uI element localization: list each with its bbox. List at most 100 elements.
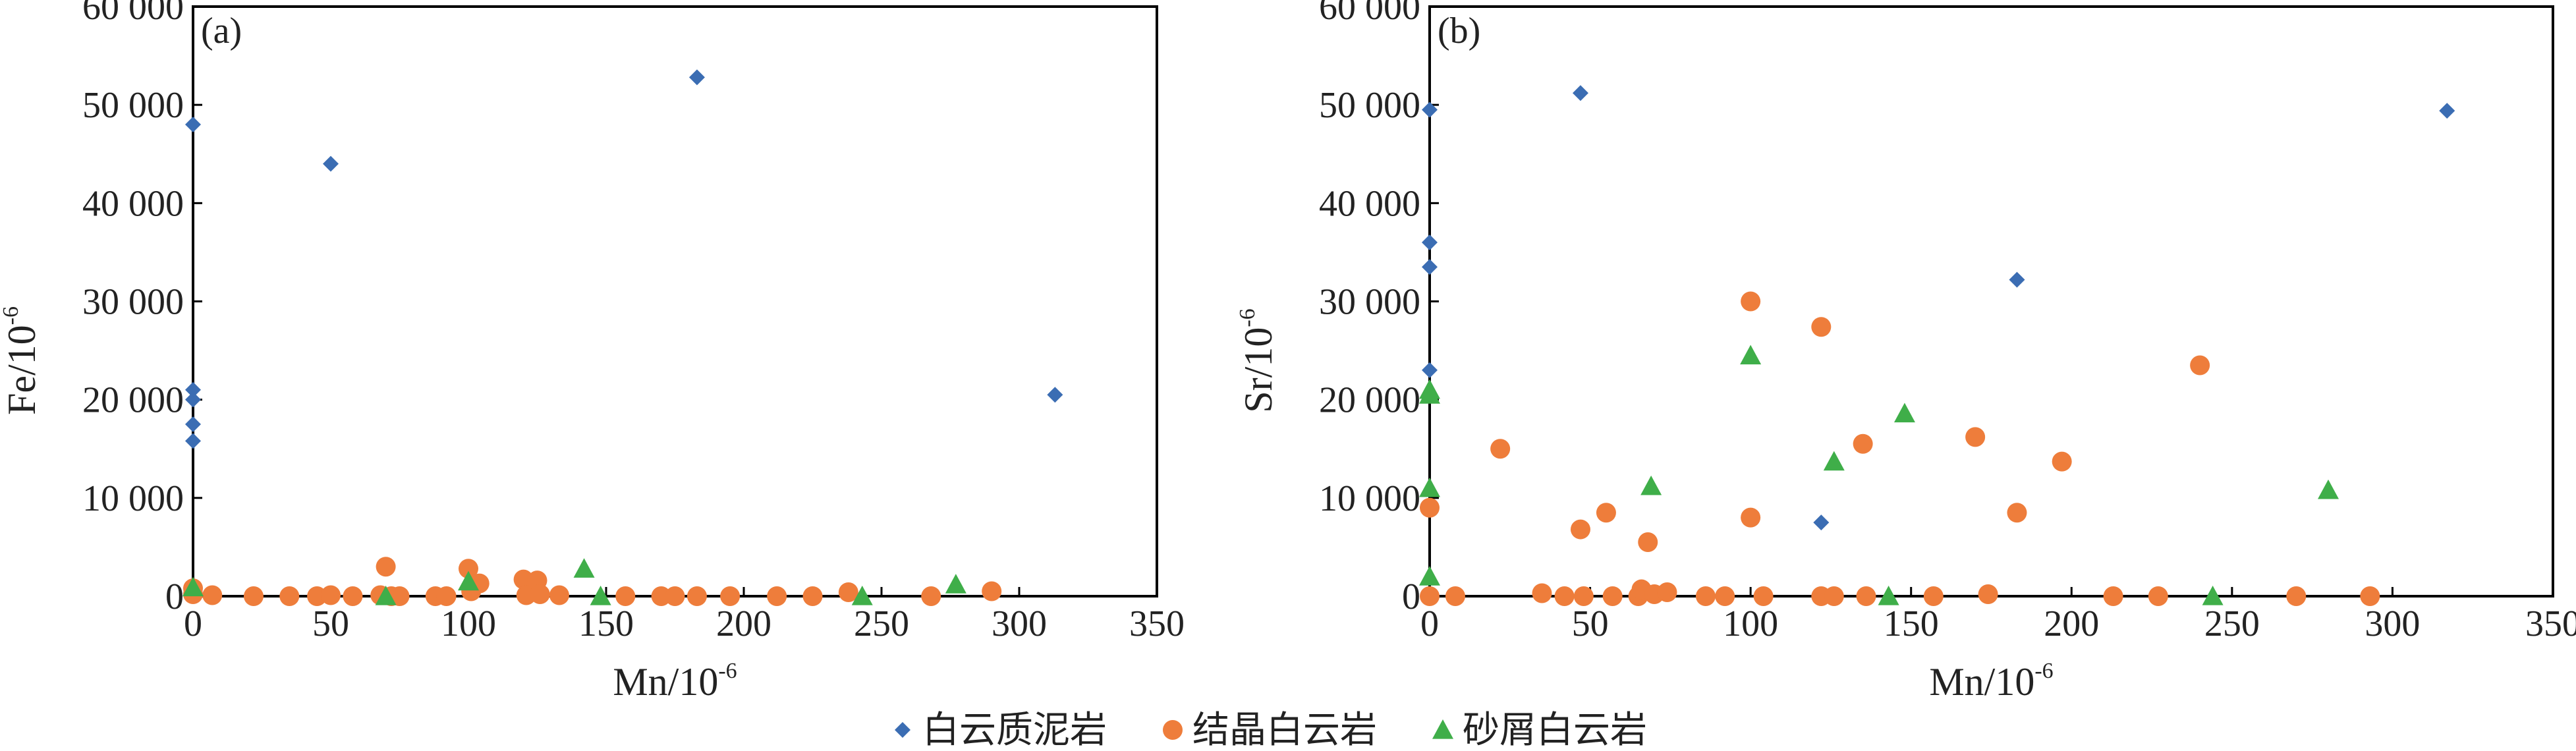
data-point-circle <box>802 586 823 606</box>
data-point-circle <box>1824 586 1844 606</box>
data-point-diamond <box>185 117 201 132</box>
data-point-triangle <box>573 558 595 578</box>
data-point-diamond <box>323 155 339 172</box>
data-point-circle <box>1573 586 1594 606</box>
series-circle <box>1420 291 2380 606</box>
x-tick-label: 0 <box>1420 603 1439 644</box>
legend-label: 白云质泥岩 <box>922 709 1107 751</box>
x-tick-label: 150 <box>578 603 634 644</box>
data-point-circle <box>343 586 363 606</box>
y-axis-label: Fe/10-6 <box>0 306 43 415</box>
x-tick-label: 200 <box>716 603 771 644</box>
series-triangle <box>1419 345 2339 605</box>
data-point-circle <box>2148 586 2168 606</box>
data-point-diamond <box>1422 235 1438 250</box>
y-axis-label: Sr/10-6 <box>1235 308 1280 412</box>
x-axis-label: Mn/10-6 <box>613 659 737 704</box>
y-tick-label: 40 000 <box>1319 183 1420 224</box>
series-triangle <box>182 558 966 605</box>
data-point-diamond <box>2009 271 2025 288</box>
data-point-circle <box>1978 584 1998 605</box>
data-point-circle <box>615 586 636 606</box>
x-tick-label: 350 <box>1129 603 1185 644</box>
legend-marker-triangle <box>1432 719 1453 739</box>
y-tick-label: 50 000 <box>1319 85 1420 126</box>
data-point-triangle <box>1419 384 1440 404</box>
data-point-diamond <box>1813 515 1830 531</box>
series-diamond <box>1422 85 2455 531</box>
data-point-triangle <box>1893 403 1915 423</box>
data-point-circle <box>686 586 707 606</box>
data-point-circle <box>982 581 1002 601</box>
y-tick-label: 30 000 <box>1319 282 1420 323</box>
data-point-circle <box>530 584 550 605</box>
data-point-circle <box>549 585 569 605</box>
legend-item: 结晶白云岩 <box>1163 709 1377 751</box>
data-point-circle <box>2286 586 2307 606</box>
data-point-circle <box>767 586 787 606</box>
data-point-circle <box>202 585 223 605</box>
y-tick-label: 60 000 <box>82 0 184 28</box>
legend-label: 结晶白云岩 <box>1192 709 1377 751</box>
data-point-diamond <box>2439 103 2455 119</box>
data-point-circle <box>1695 586 1716 606</box>
data-point-circle <box>838 582 858 603</box>
data-point-circle <box>1554 586 1575 606</box>
data-point-diamond <box>1422 101 1438 118</box>
data-point-diamond <box>1422 259 1438 275</box>
data-point-diamond <box>185 381 201 398</box>
y-tick-label: 10 000 <box>1319 478 1420 519</box>
data-point-circle <box>921 586 941 606</box>
data-point-diamond <box>185 433 201 449</box>
data-point-triangle <box>1419 566 1440 586</box>
legend-item: 白云质泥岩 <box>895 709 1107 751</box>
data-point-triangle <box>458 570 479 591</box>
panel-label: (a) <box>201 11 242 51</box>
data-point-circle <box>2052 451 2072 472</box>
x-tick-label: 150 <box>1884 603 1939 644</box>
x-tick-label: 250 <box>854 603 909 644</box>
data-point-triangle <box>1823 451 1845 471</box>
data-point-circle <box>651 586 671 606</box>
data-point-diamond <box>1047 387 1063 403</box>
legend-label: 砂屑白云岩 <box>1463 709 1647 751</box>
x-tick-label: 350 <box>2525 603 2576 644</box>
series-diamond <box>185 69 1063 449</box>
panel-label: (b) <box>1438 11 1480 51</box>
data-point-circle <box>389 586 410 606</box>
data-point-diamond <box>1422 362 1438 378</box>
x-axis-label: Mn/10-6 <box>1929 659 2053 704</box>
data-point-circle <box>279 586 300 606</box>
data-point-circle <box>436 586 457 606</box>
data-point-diamond <box>688 69 705 86</box>
data-point-circle <box>1638 532 1658 552</box>
data-point-diamond <box>185 416 201 432</box>
data-point-circle <box>2360 586 2380 606</box>
data-point-circle <box>1853 433 1873 454</box>
data-point-triangle <box>182 576 204 597</box>
y-tick-label: 50 000 <box>82 85 184 126</box>
x-tick-label: 50 <box>312 603 349 644</box>
data-point-circle <box>1532 583 1552 603</box>
data-point-circle <box>1811 317 1832 337</box>
data-point-circle <box>459 559 478 579</box>
data-point-triangle <box>1740 345 1762 365</box>
series-circle <box>183 557 1002 606</box>
data-point-circle <box>2190 355 2210 376</box>
data-point-circle <box>2007 503 2027 523</box>
x-tick-label: 100 <box>1723 603 1778 644</box>
x-tick-label: 250 <box>2204 603 2260 644</box>
data-point-circle <box>1753 586 1774 606</box>
x-tick-label: 300 <box>2365 603 2420 644</box>
legend-marker-circle <box>1163 720 1183 740</box>
y-tick-label: 10 000 <box>82 478 184 519</box>
plot-frame <box>192 5 1158 598</box>
data-point-triangle <box>945 574 966 594</box>
legend-item: 砂屑白云岩 <box>1432 709 1647 751</box>
chart-panel-b: 0 50 100 150 200 250 300 350 0 10 000 20 000 30 000… <box>1235 0 2576 704</box>
data-point-triangle <box>2318 479 2339 499</box>
data-point-circle <box>1856 586 1876 606</box>
data-point-circle <box>376 557 396 577</box>
data-point-circle <box>243 586 264 606</box>
data-point-circle <box>1420 586 1440 606</box>
